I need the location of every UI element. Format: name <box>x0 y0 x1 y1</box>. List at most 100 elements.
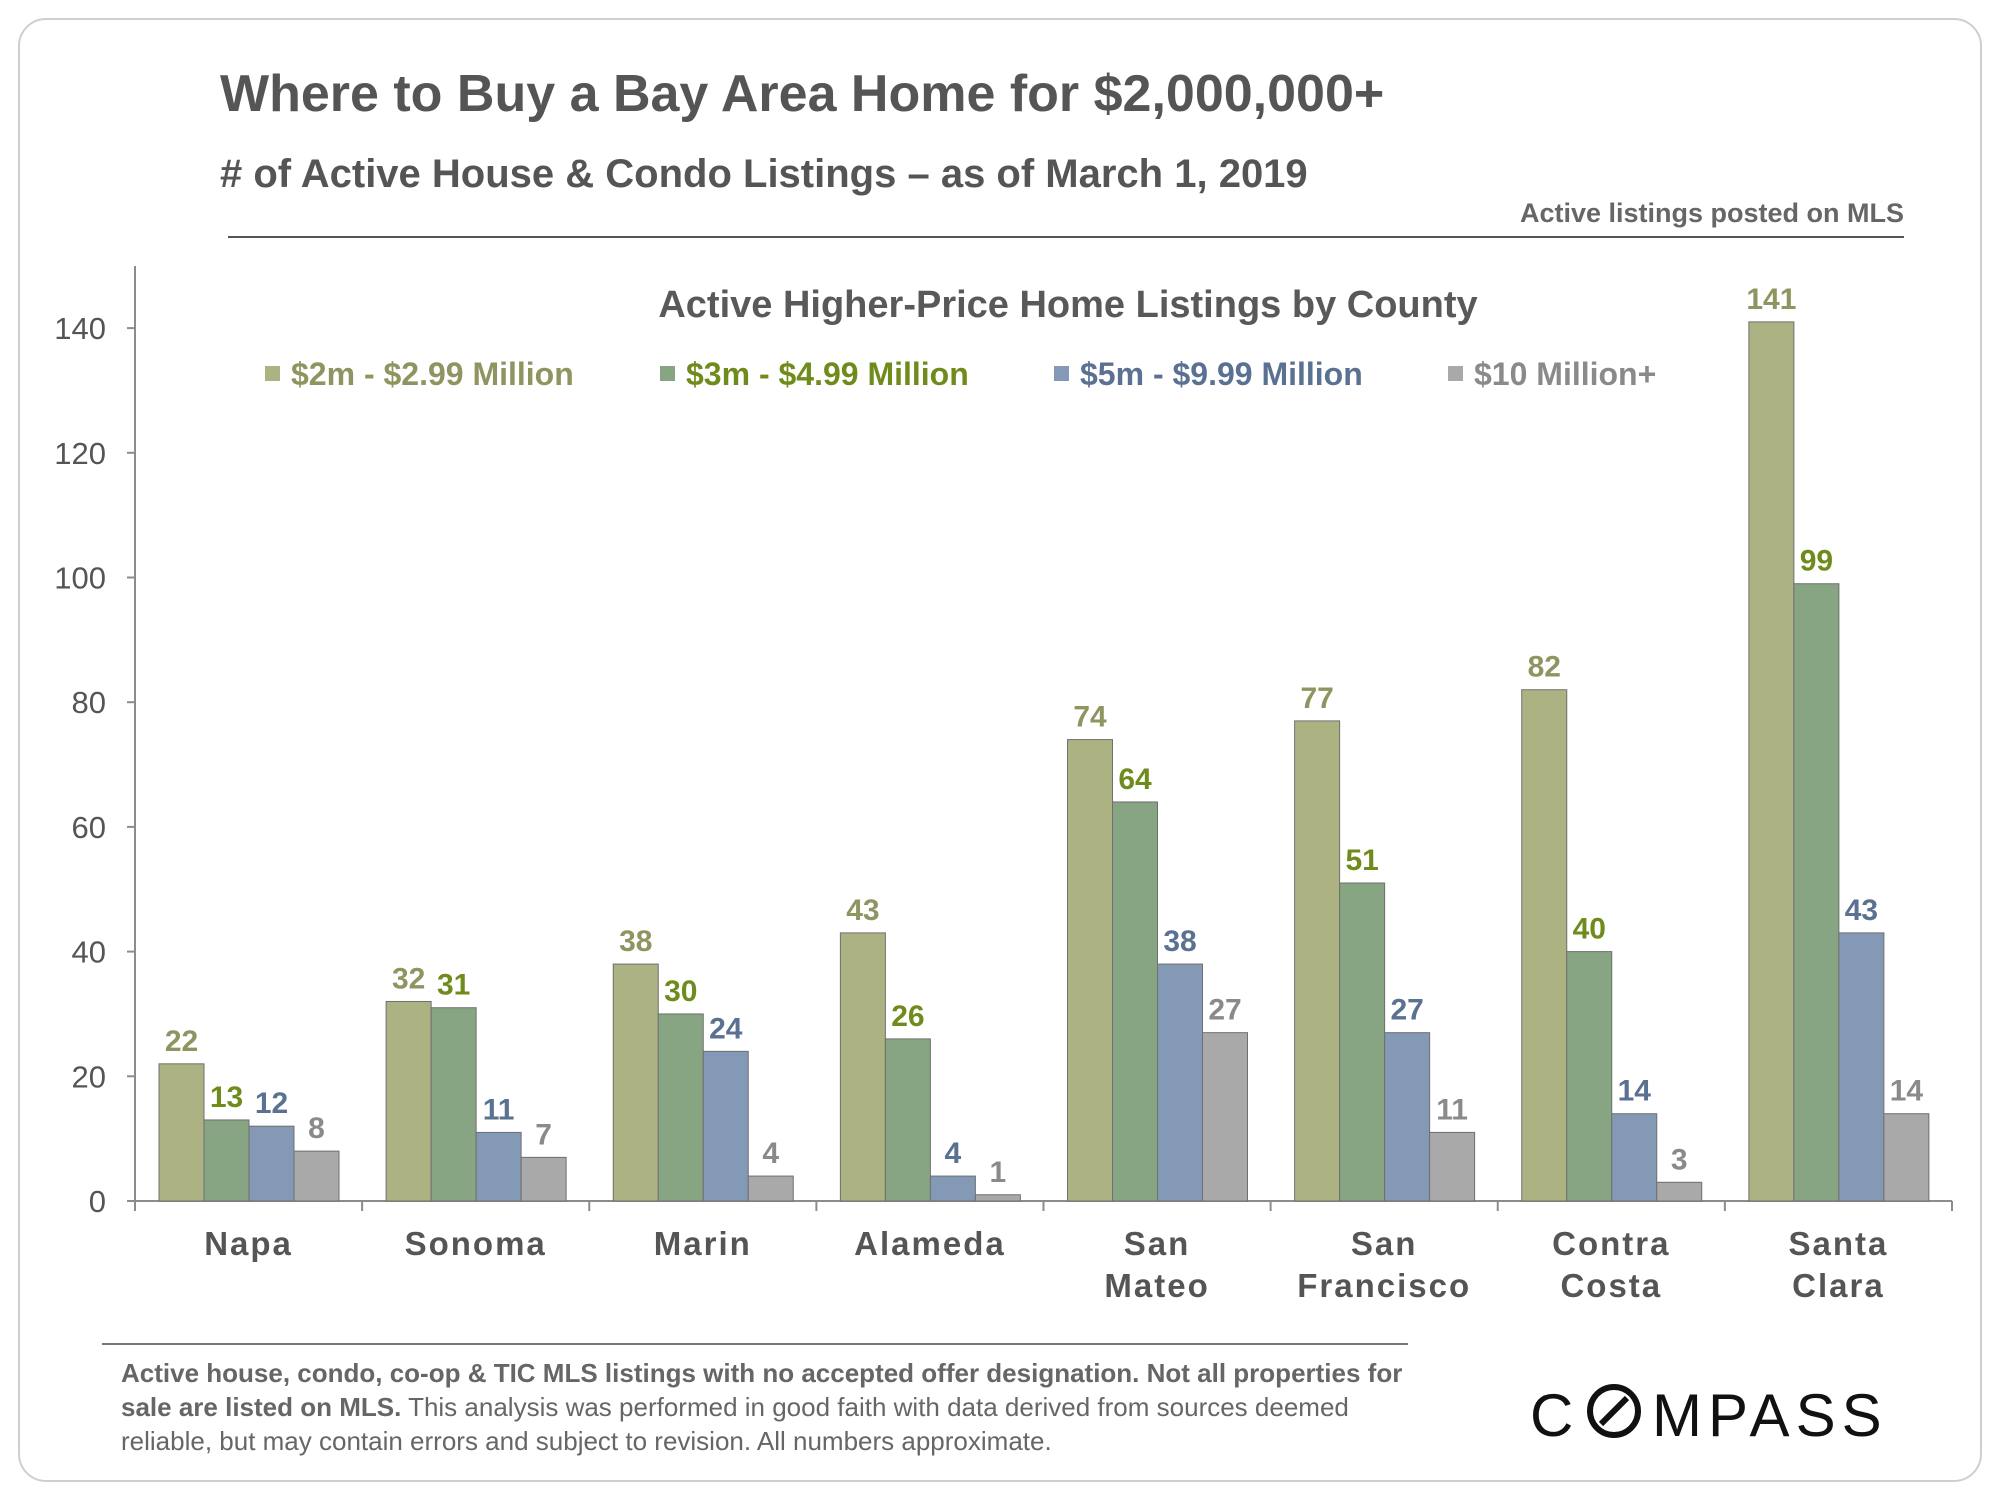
x-tick-label: Mateo <box>1104 1267 1209 1304</box>
bar <box>1611 1113 1658 1202</box>
data-label: 26 <box>891 1000 924 1033</box>
bar <box>1157 963 1203 1202</box>
data-label: 43 <box>1845 894 1878 927</box>
bar <box>293 1150 340 1202</box>
bar <box>1202 1032 1248 1202</box>
bar <box>1838 932 1885 1202</box>
data-label: 7 <box>535 1118 552 1151</box>
bar <box>475 1131 522 1202</box>
x-tick-label: Contra <box>1552 1225 1670 1262</box>
data-label: 38 <box>619 925 652 958</box>
x-tick-label: Francisco <box>1297 1267 1471 1304</box>
x-tick-label: Santa <box>1789 1225 1889 1262</box>
footnote-regular: This analysis was performed in good fait… <box>121 1392 1349 1456</box>
data-label: 11 <box>1436 1093 1468 1126</box>
bar <box>1384 1032 1431 1202</box>
data-label: 12 <box>255 1087 288 1120</box>
bar <box>657 1013 704 1202</box>
x-tick-label: Clara <box>1792 1267 1885 1304</box>
legend-swatch <box>1054 366 1069 381</box>
bar <box>430 1007 477 1202</box>
data-label: 1 <box>990 1156 1007 1189</box>
bar <box>520 1156 567 1202</box>
legend-label: $3m - $4.99 Million <box>686 356 969 392</box>
y-tick-label: 140 <box>54 311 106 346</box>
data-label: 43 <box>846 894 879 927</box>
footer-divider <box>102 1343 1408 1345</box>
svg-text:C: C <box>1530 1382 1579 1448</box>
legend-item: $2m - $2.99 Million <box>265 356 574 392</box>
bar <box>1656 1181 1703 1202</box>
bar <box>1883 1113 1930 1202</box>
footnote: Active house, condo, co-op & TIC MLS lis… <box>121 1356 1421 1458</box>
x-tick-label: San <box>1124 1225 1191 1262</box>
data-label: 27 <box>1390 994 1423 1027</box>
bar <box>884 1038 931 1202</box>
bar <box>839 932 886 1202</box>
data-label: 22 <box>165 1025 198 1058</box>
data-label: 30 <box>664 975 697 1008</box>
legend-item: $5m - $9.99 Million <box>1054 356 1363 392</box>
header-divider <box>228 236 1904 238</box>
bar <box>974 1194 1021 1202</box>
bar <box>248 1125 295 1202</box>
data-label: 74 <box>1073 701 1107 734</box>
data-label: 4 <box>945 1137 962 1170</box>
data-label: 51 <box>1345 844 1378 877</box>
data-label: 14 <box>1618 1075 1652 1108</box>
legend-label: $5m - $9.99 Million <box>1080 356 1363 392</box>
bar <box>1793 583 1840 1202</box>
data-label: 99 <box>1800 545 1833 578</box>
data-label: 77 <box>1300 682 1333 715</box>
legend-item: $10 Million+ <box>1448 356 1656 392</box>
page-subtitle: # of Active House & Condo Listings – as … <box>220 152 1308 196</box>
y-tick-label: 100 <box>54 561 106 596</box>
data-label: 3 <box>1671 1143 1688 1176</box>
bar <box>1294 720 1341 1202</box>
y-tick-label: 120 <box>54 436 106 471</box>
bar <box>747 1175 794 1202</box>
legend-item: $3m - $4.99 Million <box>660 356 969 392</box>
bar <box>1112 801 1158 1202</box>
source-note: Active listings posted on MLS <box>1519 198 1904 228</box>
bar-series <box>158 321 1930 1202</box>
bar <box>929 1175 976 1202</box>
svg-text:MPASS: MPASS <box>1652 1382 1888 1448</box>
page-title: Where to Buy a Bay Area Home for $2,000,… <box>220 65 1385 123</box>
y-tick-label: 0 <box>89 1184 106 1219</box>
y-tick-label: 60 <box>72 810 106 845</box>
chart-card <box>18 18 1982 1482</box>
data-label: 14 <box>1890 1075 1924 1108</box>
chart-title: Active Higher-Price Home Listings by Cou… <box>658 284 1477 326</box>
bar <box>1566 951 1613 1202</box>
x-tick-label: Sonoma <box>405 1225 547 1262</box>
bar <box>1339 882 1386 1202</box>
bar <box>1748 321 1795 1202</box>
bar <box>1429 1131 1476 1202</box>
bar <box>385 1000 432 1202</box>
data-label: 4 <box>762 1137 779 1170</box>
legend-label: $10 Million+ <box>1474 356 1656 392</box>
data-label: 40 <box>1573 913 1606 946</box>
data-label: 64 <box>1118 763 1152 796</box>
bar <box>702 1050 749 1202</box>
data-label: 8 <box>308 1112 325 1145</box>
data-label: 141 <box>1746 283 1796 316</box>
legend-swatch <box>660 366 675 381</box>
y-tick-label: 20 <box>72 1059 106 1094</box>
data-label: 38 <box>1163 925 1196 958</box>
legend-swatch <box>265 366 280 381</box>
compass-logo: C MPASS <box>1530 1382 1888 1448</box>
x-tick-label: Napa <box>204 1225 293 1262</box>
data-label: 11 <box>483 1093 515 1126</box>
footnote-bold: Active house, condo, co-op & TIC MLS lis… <box>121 1358 1403 1422</box>
data-label: 27 <box>1208 994 1241 1027</box>
data-label: 24 <box>709 1012 743 1045</box>
bar <box>203 1119 250 1202</box>
x-axis-labels: Napa Sonoma Marin Alameda San Mateo San Francis… <box>204 1225 1889 1304</box>
chart-legend: $2m - $2.99 Million $3m - $4.99 Million $5… <box>265 356 1656 392</box>
x-tick-label: Alameda <box>854 1225 1006 1262</box>
